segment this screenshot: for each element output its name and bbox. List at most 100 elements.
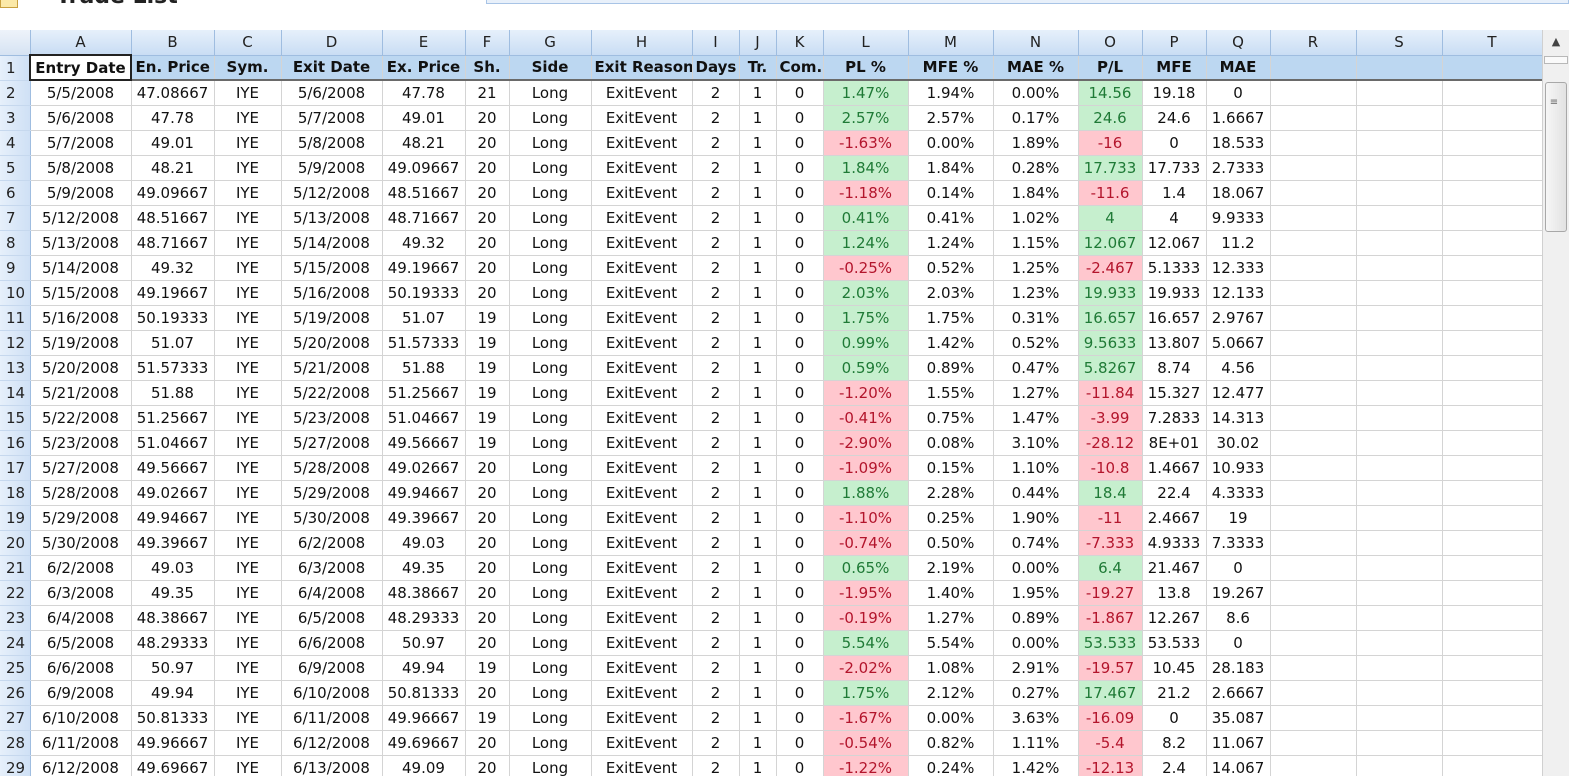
- empty-cell[interactable]: [1270, 330, 1357, 356]
- cell-com[interactable]: 0: [776, 755, 824, 776]
- cell-tr[interactable]: 1: [739, 630, 777, 656]
- cell-side[interactable]: Long: [509, 230, 592, 256]
- cell-pl-pct[interactable]: -2.90%: [823, 430, 909, 456]
- empty-cell[interactable]: [1270, 630, 1357, 656]
- cell-days[interactable]: 2: [692, 180, 740, 206]
- cell-mfe-pct[interactable]: 0.82%: [908, 730, 994, 756]
- column-header-c[interactable]: C: [214, 30, 282, 56]
- cell-mae[interactable]: 2.9767: [1206, 305, 1271, 331]
- cell-side[interactable]: Long: [509, 380, 592, 406]
- cell-days[interactable]: 2: [692, 205, 740, 231]
- cell-days[interactable]: 2: [692, 380, 740, 406]
- column-header-g[interactable]: G: [509, 30, 592, 56]
- empty-cell[interactable]: [1442, 180, 1542, 206]
- cell-side[interactable]: Long: [509, 705, 592, 731]
- cell-pl[interactable]: 9.5633: [1078, 330, 1143, 356]
- cell-entry-date[interactable]: 5/30/2008: [30, 530, 132, 556]
- cell-sym[interactable]: IYE: [214, 305, 282, 331]
- cell-com[interactable]: 0: [776, 180, 824, 206]
- cell-sym[interactable]: IYE: [214, 530, 282, 556]
- cell-com[interactable]: 0: [776, 255, 824, 281]
- column-header-r[interactable]: R: [1270, 30, 1357, 56]
- cell-pl-pct[interactable]: -1.18%: [823, 180, 909, 206]
- cell-mae[interactable]: 0: [1206, 80, 1271, 106]
- cell-exit-date[interactable]: 5/20/2008: [281, 330, 383, 356]
- cell-sh[interactable]: 19: [465, 655, 510, 681]
- cell-tr[interactable]: 1: [739, 655, 777, 681]
- empty-cell[interactable]: [1356, 580, 1443, 606]
- cell-mfe[interactable]: 7.2833: [1142, 405, 1207, 431]
- cell-entry-date[interactable]: 6/10/2008: [30, 705, 132, 731]
- cell-sym[interactable]: IYE: [214, 355, 282, 381]
- row-header[interactable]: 25: [0, 655, 31, 681]
- empty-cell[interactable]: [1356, 205, 1443, 231]
- cell-exit-reason[interactable]: ExitEvent: [591, 230, 693, 256]
- header-cell[interactable]: PL %: [823, 55, 909, 81]
- cell-exit-reason[interactable]: ExitEvent: [591, 430, 693, 456]
- cell-exit-date[interactable]: 6/10/2008: [281, 680, 383, 706]
- cell-pl[interactable]: 18.4: [1078, 480, 1143, 506]
- cell-en-price[interactable]: 49.01: [131, 130, 215, 156]
- empty-cell[interactable]: [1356, 430, 1443, 456]
- cell-mae[interactable]: 8.6: [1206, 605, 1271, 631]
- cell-mfe[interactable]: 13.807: [1142, 330, 1207, 356]
- cell-exit-date[interactable]: 6/12/2008: [281, 730, 383, 756]
- row-header[interactable]: 26: [0, 680, 31, 706]
- empty-cell[interactable]: [1442, 105, 1542, 131]
- cell-mfe[interactable]: 0: [1142, 705, 1207, 731]
- empty-cell[interactable]: [1442, 455, 1542, 481]
- cell-sh[interactable]: 20: [465, 130, 510, 156]
- cell-side[interactable]: Long: [509, 505, 592, 531]
- cell-days[interactable]: 2: [692, 555, 740, 581]
- cell-side[interactable]: Long: [509, 355, 592, 381]
- empty-cell[interactable]: [1270, 355, 1357, 381]
- cell-exit-date[interactable]: 5/7/2008: [281, 105, 383, 131]
- cell-days[interactable]: 2: [692, 755, 740, 776]
- cell-days[interactable]: 2: [692, 705, 740, 731]
- cell-tr[interactable]: 1: [739, 80, 777, 106]
- cell-tr[interactable]: 1: [739, 180, 777, 206]
- cell-days[interactable]: 2: [692, 255, 740, 281]
- header-cell[interactable]: Com.: [776, 55, 824, 81]
- empty-cell[interactable]: [1442, 655, 1542, 681]
- cell-exit-reason[interactable]: ExitEvent: [591, 580, 693, 606]
- cell-exit-reason[interactable]: ExitEvent: [591, 630, 693, 656]
- split-handle[interactable]: [1544, 56, 1568, 64]
- cell-days[interactable]: 2: [692, 655, 740, 681]
- cell-pl-pct[interactable]: -1.20%: [823, 380, 909, 406]
- row-header[interactable]: 17: [0, 455, 31, 481]
- cell-exit-date[interactable]: 6/9/2008: [281, 655, 383, 681]
- empty-cell[interactable]: [1270, 530, 1357, 556]
- cell-sym[interactable]: IYE: [214, 605, 282, 631]
- cell-mfe-pct[interactable]: 0.00%: [908, 130, 994, 156]
- empty-cell[interactable]: [1356, 230, 1443, 256]
- cell-mfe-pct[interactable]: 1.24%: [908, 230, 994, 256]
- cell-days[interactable]: 2: [692, 580, 740, 606]
- cell-mae-pct[interactable]: 0.00%: [993, 80, 1079, 106]
- cell-side[interactable]: Long: [509, 580, 592, 606]
- empty-cell[interactable]: [1270, 730, 1357, 756]
- cell-mfe[interactable]: 13.8: [1142, 580, 1207, 606]
- cell-ex-price[interactable]: 51.25667: [382, 380, 466, 406]
- cell-pl-pct[interactable]: 1.24%: [823, 230, 909, 256]
- cell-side[interactable]: Long: [509, 605, 592, 631]
- cell-side[interactable]: Long: [509, 455, 592, 481]
- cell-exit-date[interactable]: 5/30/2008: [281, 505, 383, 531]
- cell-en-price[interactable]: 50.19333: [131, 305, 215, 331]
- cell-mae-pct[interactable]: 3.10%: [993, 430, 1079, 456]
- column-header-l[interactable]: L: [823, 30, 909, 56]
- row-header[interactable]: 21: [0, 555, 31, 581]
- cell-mfe-pct[interactable]: 2.28%: [908, 480, 994, 506]
- cell-exit-reason[interactable]: ExitEvent: [591, 730, 693, 756]
- cell-mfe[interactable]: 4: [1142, 205, 1207, 231]
- cell-ex-price[interactable]: 47.78: [382, 80, 466, 106]
- cell-mfe-pct[interactable]: 0.75%: [908, 405, 994, 431]
- cell-exit-date[interactable]: 6/4/2008: [281, 580, 383, 606]
- cell-exit-date[interactable]: 5/16/2008: [281, 280, 383, 306]
- cell-mfe[interactable]: 10.45: [1142, 655, 1207, 681]
- cell-side[interactable]: Long: [509, 430, 592, 456]
- cell-ex-price[interactable]: 49.69667: [382, 730, 466, 756]
- cell-mae-pct[interactable]: 3.63%: [993, 705, 1079, 731]
- cell-pl[interactable]: -12.13: [1078, 755, 1143, 776]
- cell-tr[interactable]: 1: [739, 330, 777, 356]
